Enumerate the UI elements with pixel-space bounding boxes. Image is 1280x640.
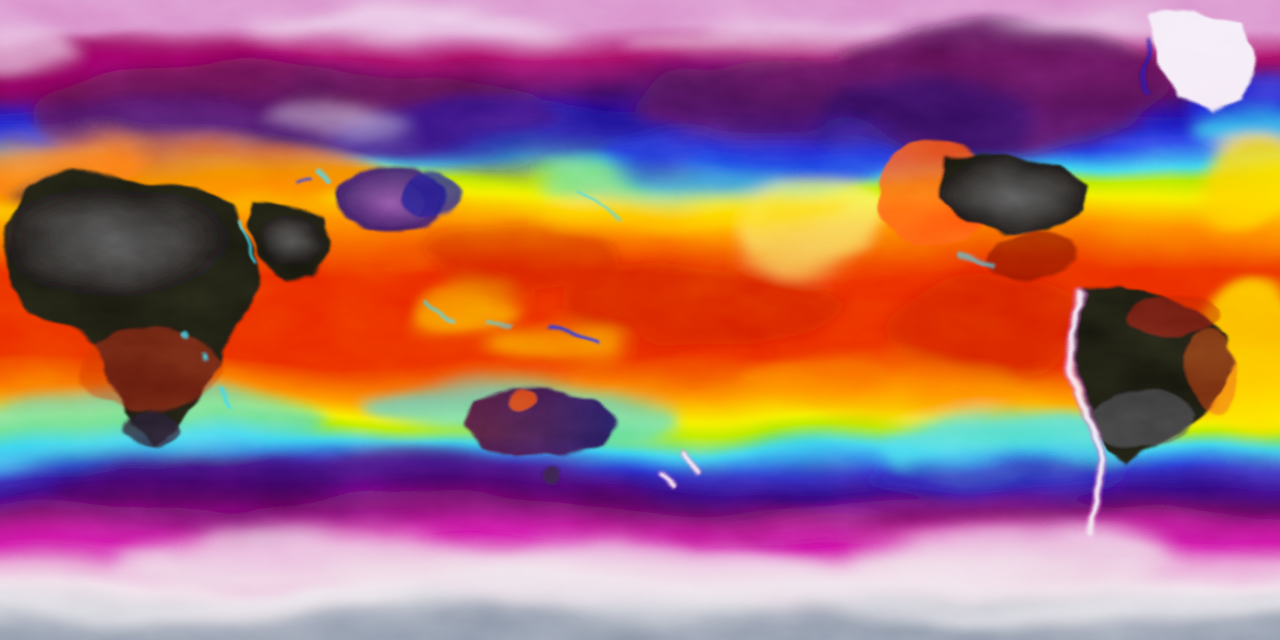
global-heatmap-svg: Global satellite-derived heatmap of atmo… xyxy=(0,0,1280,640)
world-map-visualization: Global satellite-derived heatmap of atmo… xyxy=(0,0,1280,640)
noise-texture-overlay xyxy=(0,0,1280,640)
